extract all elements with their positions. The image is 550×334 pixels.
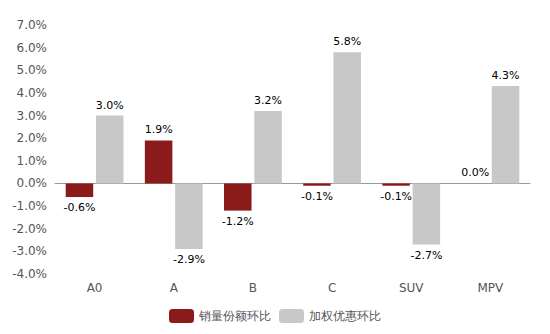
svg-text:-1.0%: -1.0%	[12, 199, 47, 213]
svg-text:SUV: SUV	[399, 281, 424, 295]
svg-text:-2.7%: -2.7%	[410, 249, 442, 262]
svg-text:3.2%: 3.2%	[254, 94, 282, 107]
svg-text:7.0%: 7.0%	[17, 18, 48, 32]
svg-text:销量份额环比: 销量份额环比	[198, 309, 271, 323]
svg-text:-1.2%: -1.2%	[222, 215, 254, 228]
svg-text:B: B	[249, 281, 257, 295]
svg-text:0.0%: 0.0%	[17, 176, 48, 190]
svg-text:-3.0%: -3.0%	[12, 244, 47, 258]
svg-text:C: C	[328, 281, 336, 295]
svg-text:-4.0%: -4.0%	[12, 267, 47, 281]
svg-text:0.0%: 0.0%	[461, 166, 489, 179]
svg-text:-0.6%: -0.6%	[63, 201, 95, 214]
svg-text:3.0%: 3.0%	[96, 99, 124, 112]
svg-text:A0: A0	[87, 281, 103, 295]
svg-text:5.8%: 5.8%	[333, 35, 361, 48]
svg-text:-0.1%: -0.1%	[301, 190, 333, 203]
svg-text:MPV: MPV	[478, 281, 505, 295]
svg-text:-2.9%: -2.9%	[173, 253, 205, 266]
svg-text:5.0%: 5.0%	[17, 63, 48, 77]
svg-text:6.0%: 6.0%	[17, 41, 48, 55]
svg-text:1.0%: 1.0%	[17, 154, 48, 168]
svg-text:4.0%: 4.0%	[17, 86, 48, 100]
svg-text:-0.1%: -0.1%	[380, 190, 412, 203]
svg-text:加权优惠环比: 加权优惠环比	[309, 309, 381, 323]
svg-text:-2.0%: -2.0%	[12, 222, 47, 236]
svg-text:3.0%: 3.0%	[17, 109, 48, 123]
svg-text:1.9%: 1.9%	[145, 123, 173, 136]
svg-text:2.0%: 2.0%	[17, 131, 48, 145]
svg-text:A: A	[170, 281, 179, 295]
svg-text:4.3%: 4.3%	[492, 69, 520, 82]
